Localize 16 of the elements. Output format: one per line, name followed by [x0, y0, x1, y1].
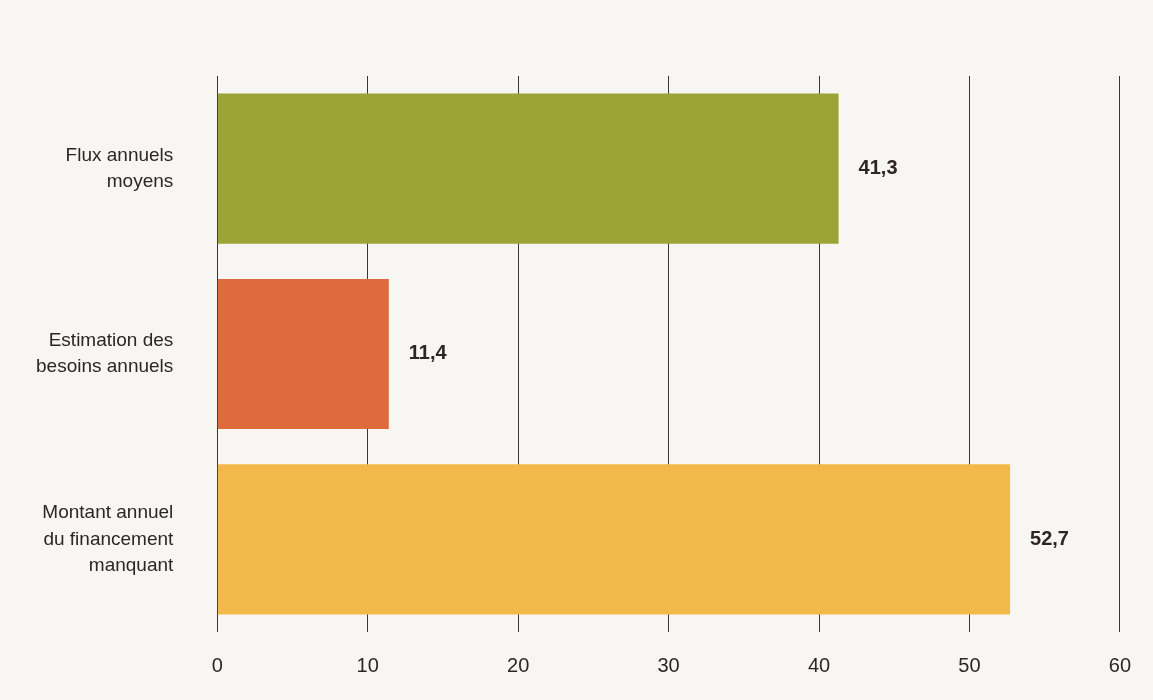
data-label: 41,3 — [858, 156, 898, 179]
x-tick-label: 30 — [657, 653, 680, 676]
y-tick-label: Flux annuels moyens — [65, 143, 174, 192]
data-label: 11,4 — [408, 341, 448, 364]
data-label: 52,7 — [1030, 526, 1069, 549]
x-tick-label: 20 — [507, 653, 530, 676]
x-tick-label: 50 — [958, 653, 981, 676]
x-tick-label: 60 — [1108, 653, 1131, 676]
x-tick-label: 10 — [356, 653, 379, 676]
x-tick-label: 0 — [211, 653, 223, 676]
bar — [217, 278, 389, 430]
bar — [217, 93, 839, 244]
x-tick-label: 40 — [807, 653, 831, 676]
y-tick-label: Montant annuel du financement manquant — [42, 500, 175, 576]
bar — [217, 464, 1011, 615]
y-tick-label: Estimation des besoins annuels — [36, 328, 174, 377]
